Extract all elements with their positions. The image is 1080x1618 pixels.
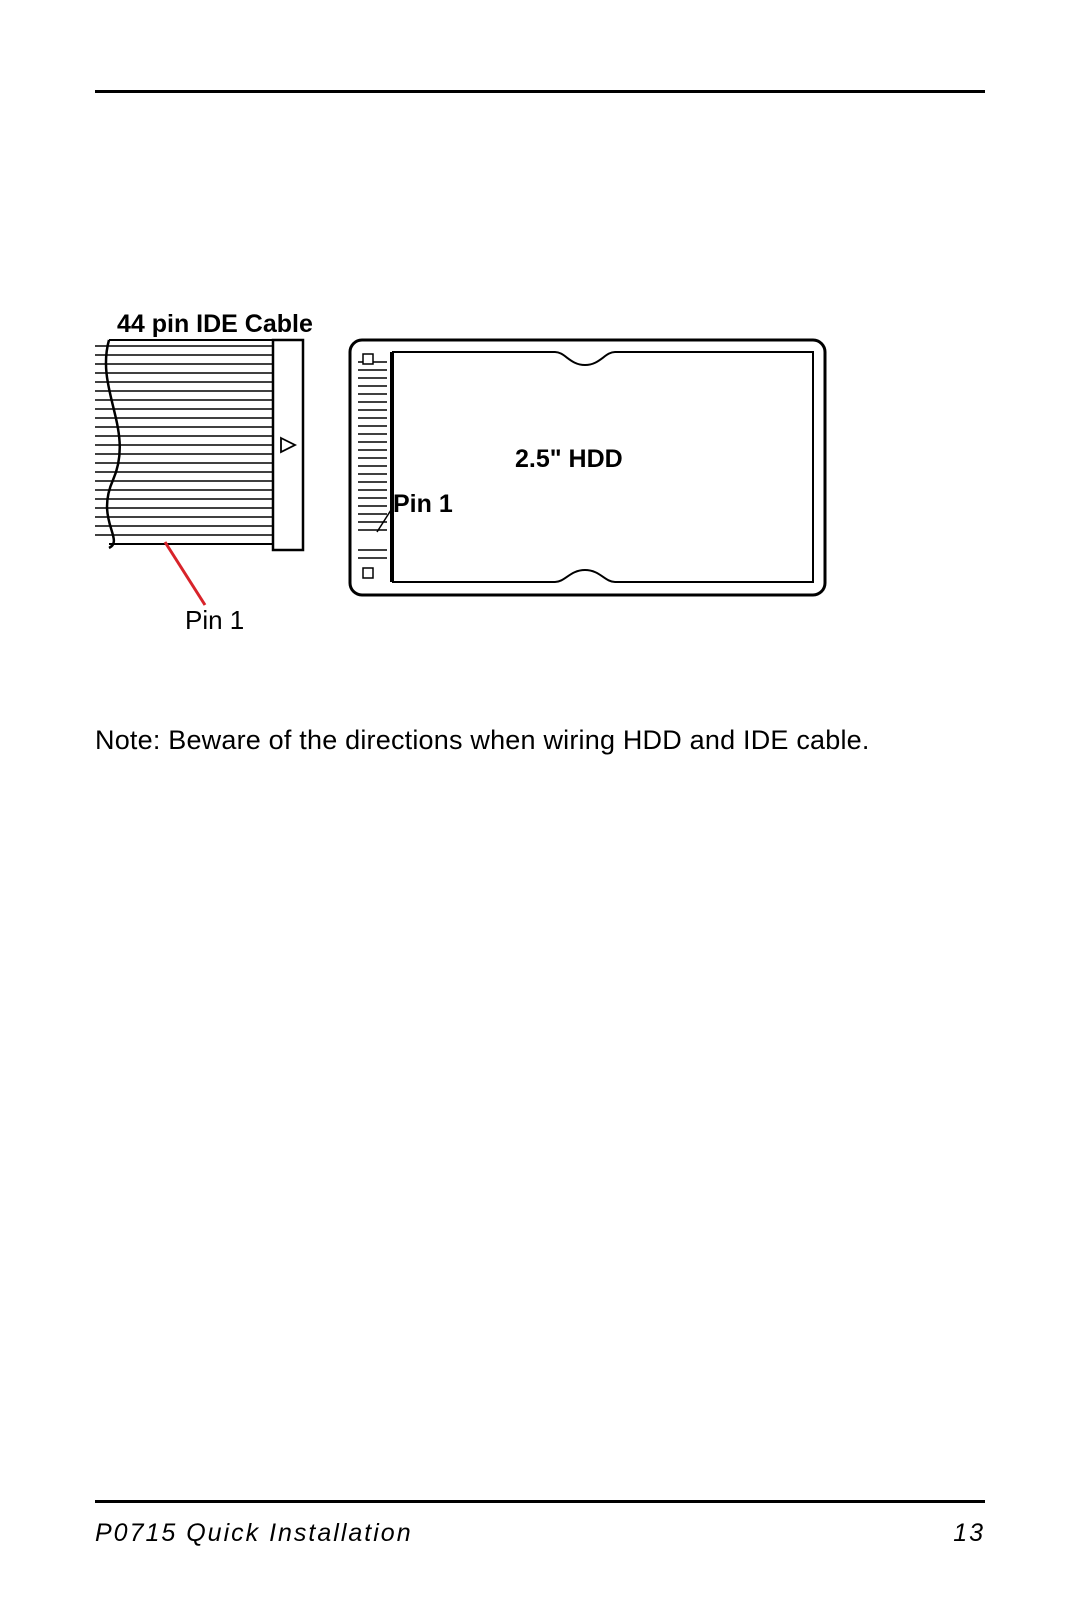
diagram-svg (95, 310, 985, 650)
hdd-title-label: 2.5" HDD (515, 445, 623, 474)
diagram: 44 pin IDE Cable 2.5" HDD Pin 1 Pin 1 (95, 310, 985, 650)
page-number: 13 (953, 1519, 985, 1548)
ide-cable-icon (95, 340, 303, 605)
page-footer: P0715 Quick Installation 13 (95, 1519, 985, 1548)
cable-title-label: 44 pin IDE Cable (117, 310, 313, 339)
document-page: 44 pin IDE Cable 2.5" HDD Pin 1 Pin 1 (0, 0, 1080, 1618)
cable-pin-label: Pin 1 (185, 605, 244, 636)
footer-title: P0715 Quick Installation (95, 1519, 413, 1548)
note-text: Note: Beware of the directions when wiri… (95, 725, 870, 756)
bottom-rule (95, 1500, 985, 1503)
hdd-pin-label: Pin 1 (393, 490, 453, 519)
top-rule (95, 90, 985, 93)
